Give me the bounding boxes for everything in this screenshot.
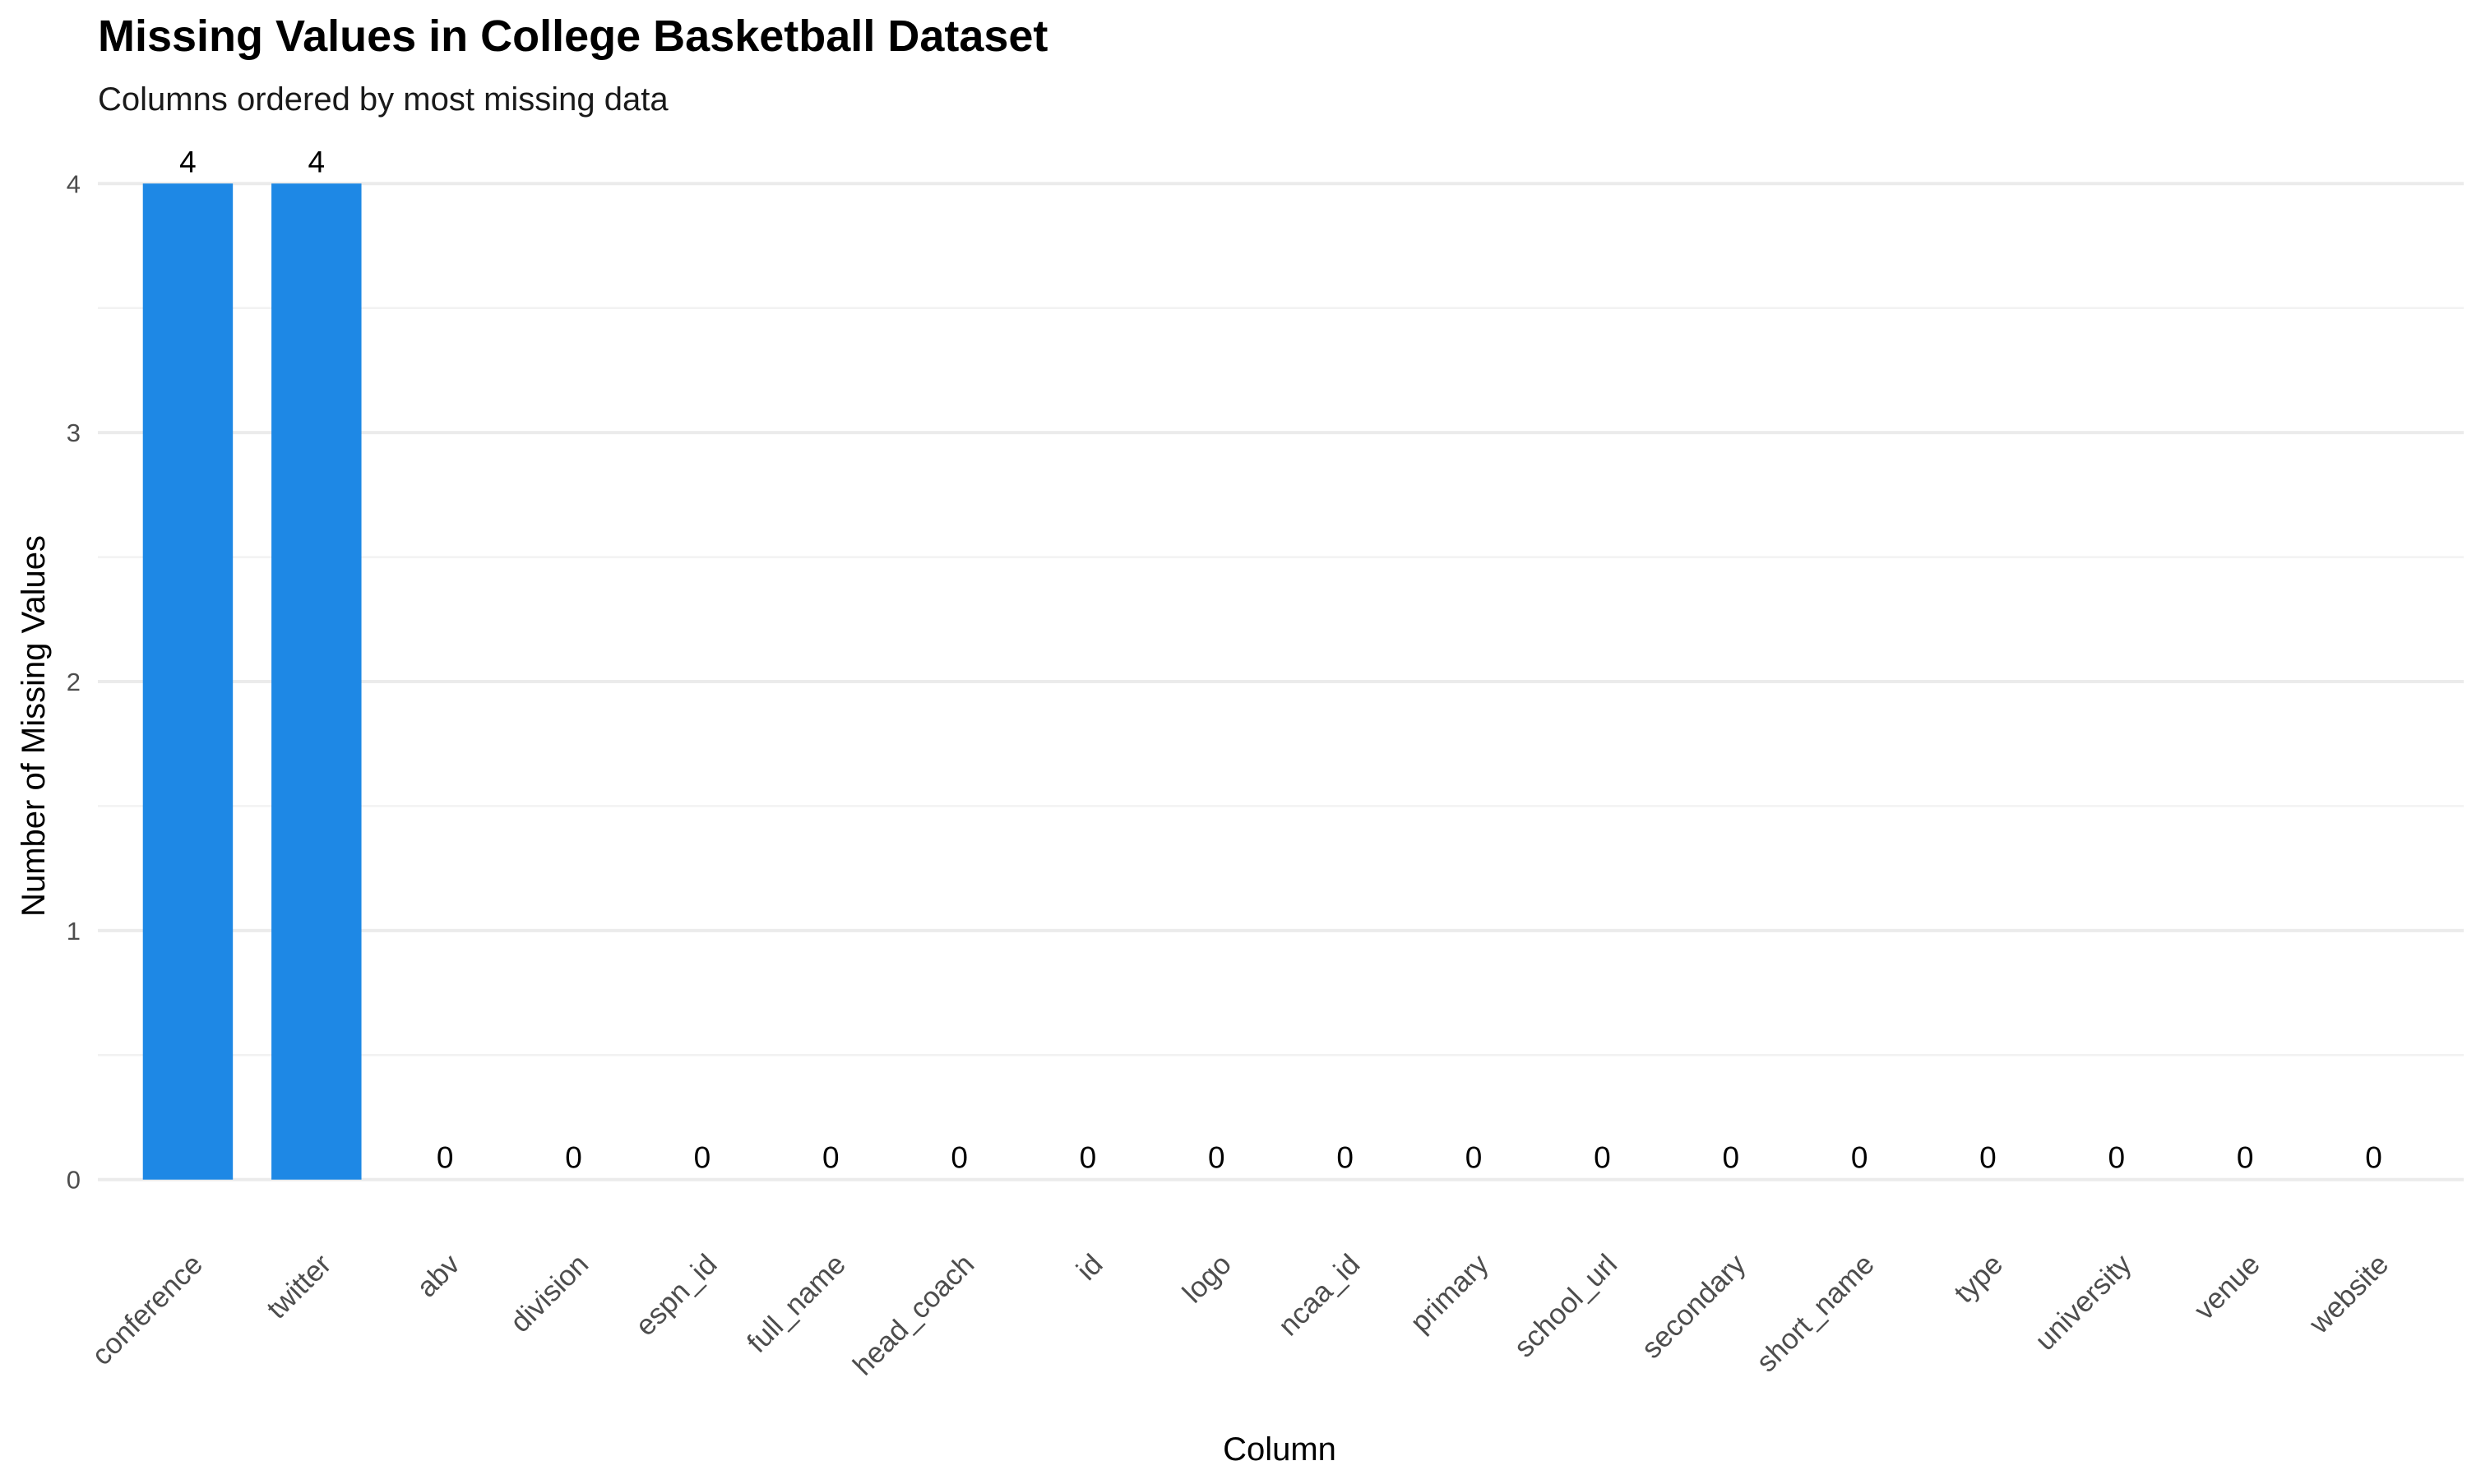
x-tick-label: ncaa_id bbox=[1272, 1248, 1366, 1342]
bar bbox=[271, 183, 362, 1180]
bar-value-label: 0 bbox=[1594, 1141, 1611, 1175]
x-tick-label: full_name bbox=[741, 1248, 852, 1359]
bar-value-label: 0 bbox=[2365, 1141, 2382, 1175]
bar-value-label: 4 bbox=[179, 145, 197, 178]
x-tick-label: division bbox=[504, 1248, 595, 1338]
bar-value-label: 0 bbox=[694, 1141, 711, 1175]
bar-value-label: 0 bbox=[1979, 1141, 1997, 1175]
x-tick-label: conference bbox=[86, 1248, 209, 1371]
bar-value-label: 0 bbox=[1851, 1141, 1868, 1175]
x-tick-label: primary bbox=[1405, 1248, 1495, 1338]
bar-value-label: 0 bbox=[1336, 1141, 1354, 1175]
x-tick-label: type bbox=[1948, 1248, 2009, 1309]
bar-value-label: 0 bbox=[822, 1141, 840, 1175]
bar-value-label: 0 bbox=[1208, 1141, 1225, 1175]
y-tick-label: 2 bbox=[67, 668, 81, 696]
bars bbox=[142, 183, 362, 1180]
y-tick-label: 4 bbox=[67, 169, 81, 198]
x-tick-label: university bbox=[2029, 1248, 2137, 1357]
bar-value-labels: 4 4 0 0 0 0 0 0 0 0 0 0 0 0 0 0 0 0 bbox=[179, 145, 2382, 1174]
bar-value-label: 0 bbox=[565, 1141, 582, 1175]
chart-title: Missing Values in College Basketball Dat… bbox=[98, 12, 1048, 61]
x-tick-label: twitter bbox=[261, 1248, 338, 1325]
bar-value-label: 0 bbox=[2108, 1141, 2126, 1175]
y-tick-label: 3 bbox=[67, 418, 81, 447]
x-tick-label: abv bbox=[410, 1248, 466, 1304]
y-axis-ticks: 0 1 2 3 4 bbox=[67, 169, 81, 1194]
y-tick-label: 1 bbox=[67, 917, 81, 945]
x-tick-label: espn_id bbox=[629, 1248, 723, 1342]
x-tick-label: school_url bbox=[1508, 1248, 1623, 1363]
chart-subtitle: Columns ordered by most missing data bbox=[98, 81, 669, 118]
x-tick-label: secondary bbox=[1636, 1248, 1752, 1365]
bar-value-label: 0 bbox=[437, 1141, 454, 1175]
bar-value-label: 0 bbox=[1465, 1141, 1483, 1175]
x-axis-title: Column bbox=[1223, 1431, 1336, 1468]
x-tick-label: venue bbox=[2188, 1248, 2266, 1326]
bar-value-label: 0 bbox=[1722, 1141, 1739, 1175]
grid-lines bbox=[98, 182, 2464, 1181]
y-axis-title: Number of Missing Values bbox=[16, 535, 52, 917]
bar-value-label: 4 bbox=[308, 145, 326, 178]
y-tick-label: 0 bbox=[67, 1166, 81, 1195]
x-tick-label: head_coach bbox=[847, 1248, 980, 1381]
bar-value-label: 0 bbox=[2237, 1141, 2254, 1175]
bar-value-label: 0 bbox=[951, 1141, 968, 1175]
bar bbox=[142, 183, 234, 1180]
x-tick-label: website bbox=[2303, 1248, 2395, 1340]
x-tick-label: short_name bbox=[1751, 1248, 1881, 1378]
x-tick-label: logo bbox=[1177, 1248, 1238, 1309]
x-tick-label: id bbox=[1071, 1248, 1109, 1287]
bar-value-label: 0 bbox=[1080, 1141, 1097, 1175]
x-axis-ticks: conference twitter abv division espn_id full_… bbox=[86, 1248, 2395, 1382]
